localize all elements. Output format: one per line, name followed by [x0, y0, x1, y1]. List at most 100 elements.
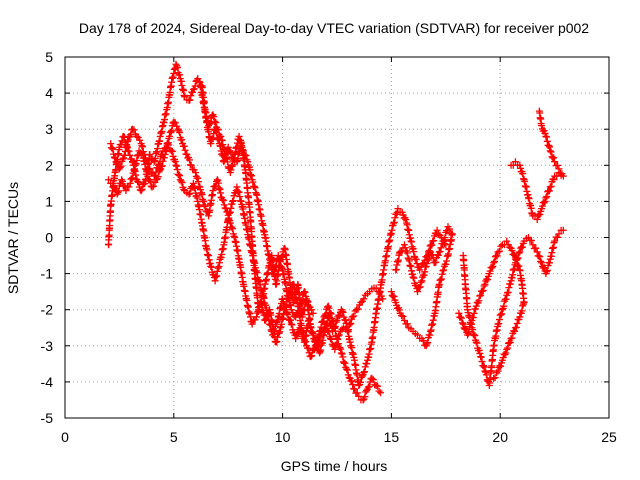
data-point: [555, 230, 563, 238]
data-point: [122, 187, 130, 195]
data-point-dense: [484, 276, 492, 284]
data-point-dense: [372, 284, 380, 292]
data-point: [146, 165, 154, 173]
data-point: [409, 273, 417, 281]
data-point-dense: [504, 288, 512, 296]
y-tick-label: 0: [45, 230, 53, 246]
data-point: [109, 179, 117, 187]
data-point-dense: [543, 268, 551, 276]
data-point-dense: [432, 258, 440, 266]
data-point-dense: [116, 163, 124, 171]
data-point-dense: [257, 286, 265, 294]
data-point-dense: [546, 259, 554, 267]
data-point: [372, 382, 380, 390]
data-point-dense: [543, 137, 551, 145]
data-point-dense: [491, 257, 499, 265]
data-point: [133, 132, 141, 140]
data-point-dense: [274, 317, 282, 325]
data-point-dense: [488, 264, 496, 272]
data-point-dense: [374, 382, 382, 390]
data-point: [348, 313, 356, 321]
data-point-dense: [360, 295, 368, 303]
data-point-dense: [469, 313, 477, 321]
data-point-dense: [174, 170, 182, 178]
data-point-dense: [445, 225, 453, 233]
data-point-dense: [152, 168, 160, 176]
series-track-h: [507, 107, 567, 223]
data-point: [229, 197, 237, 205]
data-point-dense: [345, 321, 353, 329]
data-point-dense: [194, 178, 202, 186]
data-point-dense: [441, 234, 449, 242]
data-point-dense: [343, 365, 351, 373]
data-point-dense: [340, 358, 348, 366]
data-point-dense: [151, 172, 159, 180]
data-point: [305, 317, 313, 325]
data-point: [498, 306, 506, 314]
data-point-dense: [336, 312, 344, 320]
data-point-dense: [302, 338, 310, 346]
data-point-dense: [505, 284, 513, 292]
data-point-dense: [495, 319, 503, 327]
data-point-dense: [477, 353, 485, 361]
data-point-dense: [109, 145, 117, 153]
data-point: [533, 215, 541, 223]
data-point-dense: [301, 288, 309, 296]
data-point-dense: [457, 314, 465, 322]
data-point-dense: [156, 158, 164, 166]
data-point-dense: [313, 336, 321, 344]
data-point-dense: [532, 244, 540, 252]
data-point-dense: [476, 292, 484, 300]
data-point-dense: [306, 320, 314, 328]
data-point-dense: [493, 369, 501, 377]
data-point-dense: [110, 153, 118, 161]
data-point-dense: [437, 275, 445, 283]
data-point: [516, 161, 524, 169]
data-point: [490, 374, 498, 382]
data-point: [126, 179, 134, 187]
data-point: [255, 277, 263, 285]
data-point: [533, 248, 541, 256]
data-point-dense: [549, 154, 557, 162]
data-point: [511, 255, 519, 263]
data-point: [503, 345, 511, 353]
data-point-dense: [496, 362, 504, 370]
data-point: [296, 302, 304, 310]
data-point-dense: [509, 329, 517, 337]
data-point: [239, 147, 247, 155]
data-point-dense: [168, 127, 176, 135]
data-point-dense: [369, 376, 377, 384]
data-point-dense: [195, 78, 203, 86]
data-point-dense: [361, 363, 369, 371]
data-point: [440, 266, 448, 274]
data-point-dense: [434, 251, 442, 259]
data-point-dense: [276, 258, 284, 266]
series-track-d: [196, 78, 317, 321]
data-point: [551, 158, 559, 166]
data-point-dense: [443, 257, 451, 265]
data-point-dense: [178, 179, 186, 187]
data-point-dense: [470, 309, 478, 317]
data-point-dense: [130, 166, 138, 174]
data-point-dense: [308, 352, 316, 360]
series-track-e: [387, 223, 456, 350]
data-point-dense: [173, 64, 181, 72]
data-point-dense: [139, 143, 147, 151]
data-point-dense: [307, 323, 315, 331]
data-point-dense: [357, 378, 365, 386]
data-point-dense: [256, 281, 264, 289]
data-point-dense: [158, 151, 166, 159]
data-point-dense: [108, 144, 116, 152]
x-tick-label: 10: [275, 429, 291, 445]
data-point-dense: [214, 126, 222, 134]
data-point: [535, 107, 543, 115]
data-point-dense: [176, 172, 184, 180]
data-point-dense: [543, 266, 551, 274]
data-point-dense: [536, 253, 544, 261]
data-point-dense: [239, 146, 247, 154]
data-point: [355, 392, 363, 400]
data-point-dense: [325, 328, 333, 336]
data-point: [414, 288, 422, 296]
data-point-dense: [510, 250, 518, 258]
data-point-dense: [546, 143, 554, 151]
